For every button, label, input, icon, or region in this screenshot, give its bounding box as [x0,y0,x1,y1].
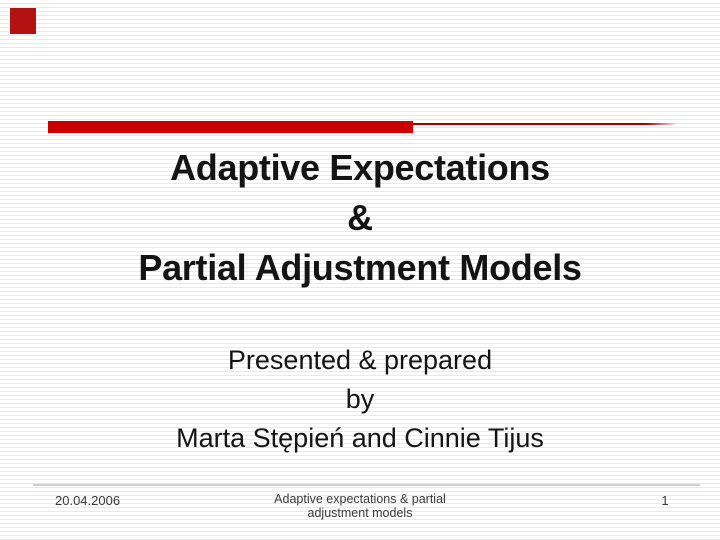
title-line-1: Adaptive Expectations [170,147,550,188]
footer-page-number: 1 [661,493,669,508]
footer-divider [33,484,700,486]
subtitle-line-1: Presented & prepared [227,345,493,375]
slide-title: Adaptive Expectations & Partial Adjustme… [0,143,720,293]
title-line-2: & [347,197,373,238]
title-line-3: Partial Adjustment Models [138,247,582,288]
title-accent-bar [48,121,413,133]
subtitle-line-3: Marta Stępień and Cinnie Tijus [176,423,544,453]
footer-caption-line-1: Adaptive expectations & partial [274,492,446,506]
footer-date: 20.04.2006 [55,493,121,508]
subtitle-line-2: by [345,384,375,414]
title-accent-rule [413,123,678,125]
footer-caption-line-2: adjustment models [307,506,413,520]
slide-subtitle: Presented & prepared by Marta Stępień an… [0,341,720,458]
red-corner-square [10,8,36,34]
footer-caption: Adaptive expectations & partial adjustme… [210,492,510,520]
